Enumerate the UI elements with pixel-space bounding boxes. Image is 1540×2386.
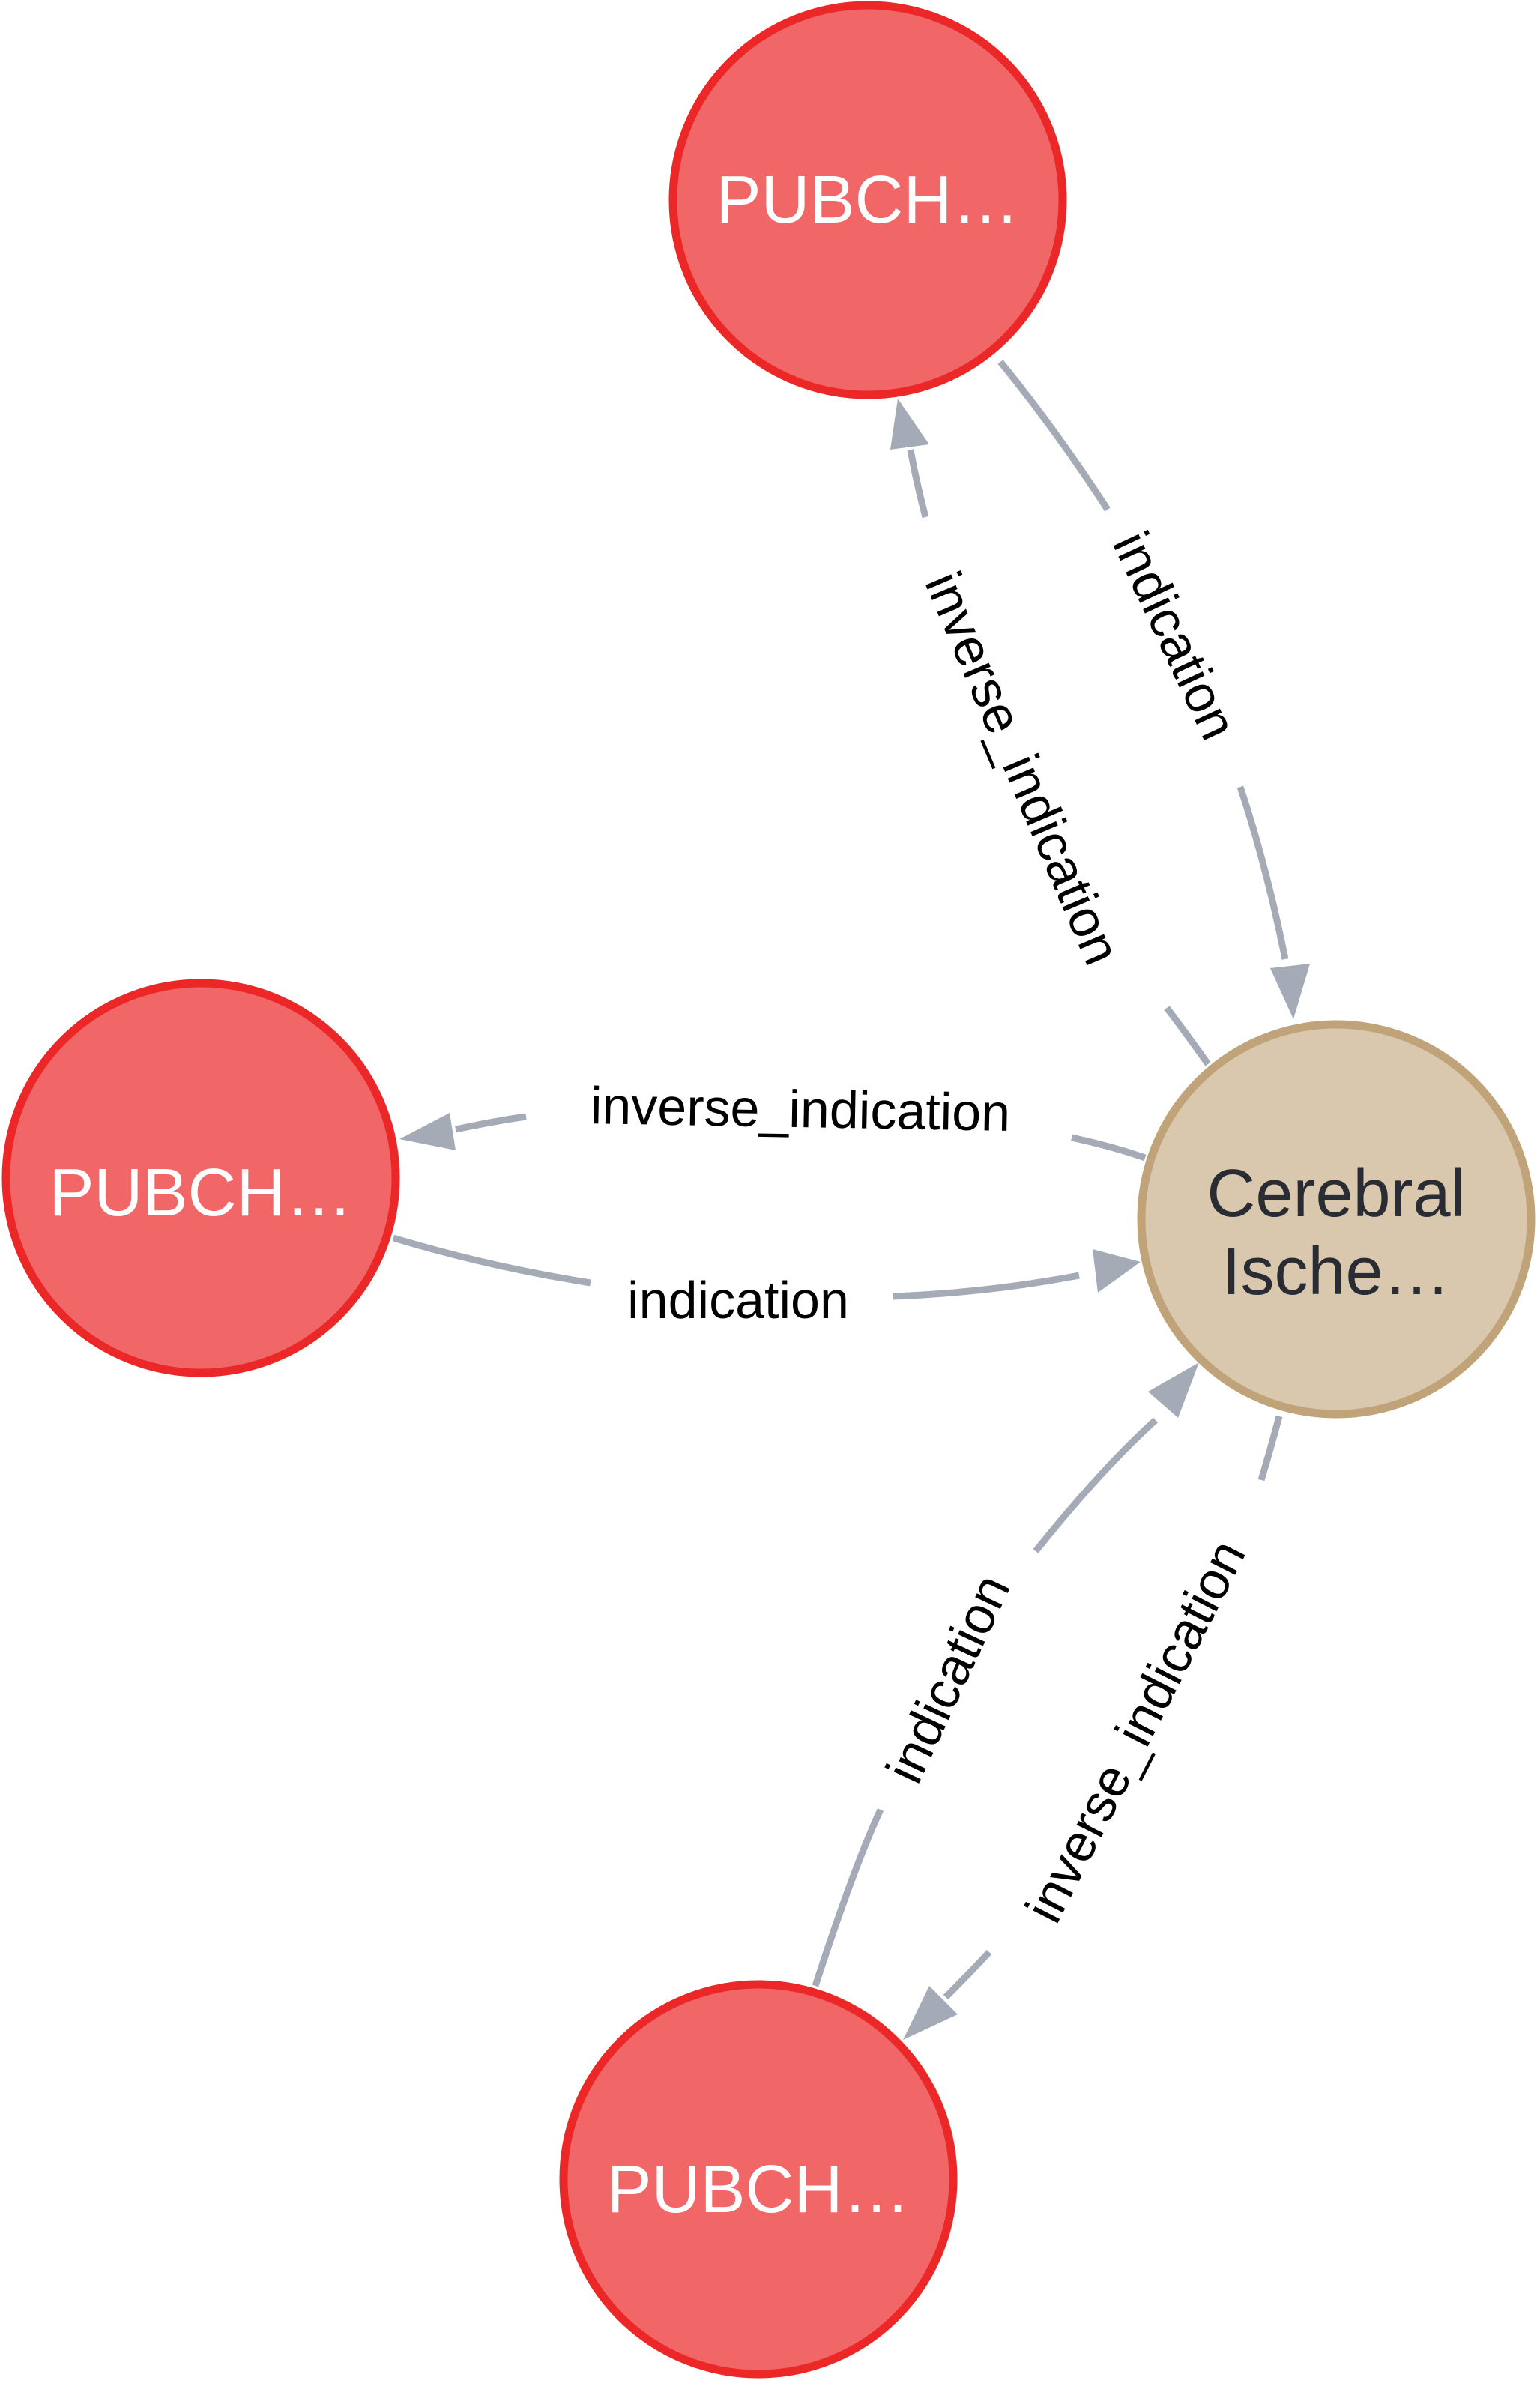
node-compound-left[interactable]: PUBCH… (1, 979, 400, 1377)
edge-top-inverse-indication[interactable]: inverse_indication (890, 399, 1211, 1066)
edge-label: inverse_indication (1014, 1531, 1257, 1932)
edge-line (1236, 785, 1289, 960)
arrow-head (1093, 1249, 1141, 1293)
edge-line (1033, 1417, 1159, 1553)
node-disease-cerebral-ischemia[interactable]: Cerebral Ische… (1137, 1020, 1536, 1419)
edge-label: inverse_indication (590, 1076, 1011, 1142)
edge-line (812, 1808, 884, 1987)
node-label: PUBCH… (49, 1156, 352, 1230)
edge-left-indication[interactable]: indication (392, 1234, 1141, 1329)
edge-line (907, 449, 929, 519)
node-label: PUBCH… (716, 163, 1019, 238)
edge-line (392, 1234, 591, 1287)
node-label-line-2: Ische… (1222, 1234, 1450, 1309)
edge-line (1071, 1134, 1147, 1162)
node-circle (1137, 1020, 1536, 1419)
arrow-head (903, 1986, 958, 2040)
arrow-head (399, 1113, 456, 1150)
node-compound-top[interactable]: PUBCH… (668, 1, 1067, 399)
node-label-line-1: Cerebral (1207, 1156, 1465, 1231)
edge-line (1164, 1006, 1211, 1066)
arrow-head (890, 399, 929, 450)
edge-left-inverse-indication[interactable]: inverse_indication (399, 1076, 1147, 1162)
node-label: PUBCH… (606, 2152, 910, 2227)
node-circle (668, 1, 1067, 399)
edge-top-indication[interactable]: indication (997, 360, 1310, 1019)
arrow-head (1148, 1362, 1199, 1418)
edge-line (455, 1113, 527, 1133)
edge-line (1257, 1415, 1283, 1482)
node-compound-bottom[interactable]: PUBCH… (559, 1980, 958, 2379)
edge-line (943, 1949, 992, 2000)
node-circle (559, 1980, 958, 2379)
edge-line (997, 360, 1111, 512)
edge-label: indication (875, 1565, 1021, 1791)
arrow-head (1270, 964, 1310, 1019)
edge-bottom-inverse-indication[interactable]: inverse_indication (903, 1415, 1283, 2040)
edge-label: inverse_indication (914, 564, 1132, 973)
node-circle (1, 979, 400, 1377)
edge-line (893, 1272, 1080, 1300)
edge-label: indication (1102, 522, 1248, 748)
edge-label: indication (627, 1271, 849, 1329)
